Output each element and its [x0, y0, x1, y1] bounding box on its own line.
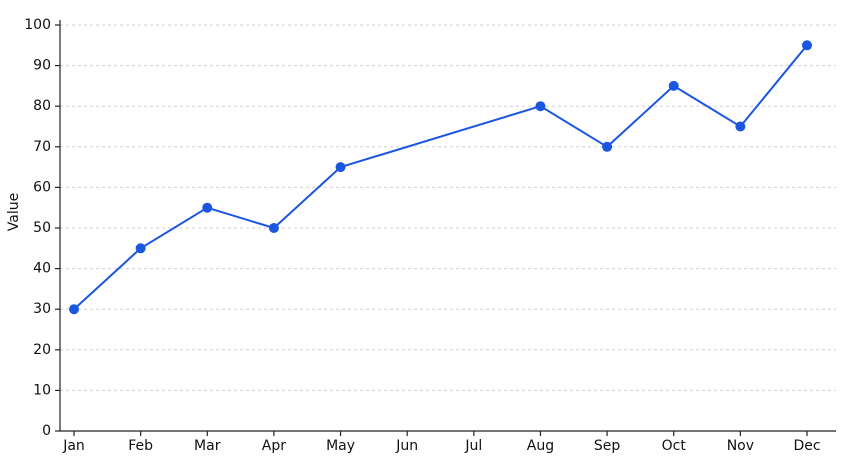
point — [735, 121, 746, 132]
y-tick-label: 20 — [33, 342, 51, 358]
point — [602, 141, 613, 152]
x-tick-label: Mar — [194, 438, 221, 454]
x-tick-label: May — [326, 438, 355, 454]
x-tick-label: Nov — [727, 438, 754, 454]
x-tick-label: Oct — [662, 438, 687, 454]
point — [668, 80, 679, 91]
y-tick-label: 90 — [33, 58, 51, 74]
x-tick-label: Jul — [464, 438, 482, 454]
y-axis-label: Value — [6, 193, 22, 231]
y-tick-label: 80 — [33, 98, 51, 114]
y-tick-label: 0 — [42, 423, 51, 439]
x-tick-label: Dec — [793, 438, 820, 454]
point — [802, 40, 812, 51]
point — [268, 223, 279, 233]
y-tick-label: 50 — [33, 220, 51, 236]
point — [335, 162, 346, 173]
point — [535, 101, 546, 112]
y-tick-label: 100 — [24, 17, 51, 33]
x-tick-label: Jan — [62, 438, 85, 454]
x-tick-label: Sep — [594, 438, 621, 454]
line — [73, 44, 808, 310]
gap-connector — [340, 105, 541, 169]
y-tick-label: 70 — [33, 139, 51, 155]
y-tick-label: 10 — [33, 382, 51, 398]
x-tick-label: Aug — [527, 438, 554, 454]
x-tick-label: Apr — [262, 438, 286, 454]
point — [69, 304, 79, 315]
point — [135, 243, 146, 254]
y-tick-label: 40 — [33, 261, 51, 277]
x-tick-label: Jun — [395, 438, 418, 454]
y-tick-label: 30 — [33, 301, 51, 317]
x-tick-label: Feb — [128, 438, 153, 454]
point — [202, 202, 213, 213]
y-tick-label: 60 — [33, 179, 51, 195]
